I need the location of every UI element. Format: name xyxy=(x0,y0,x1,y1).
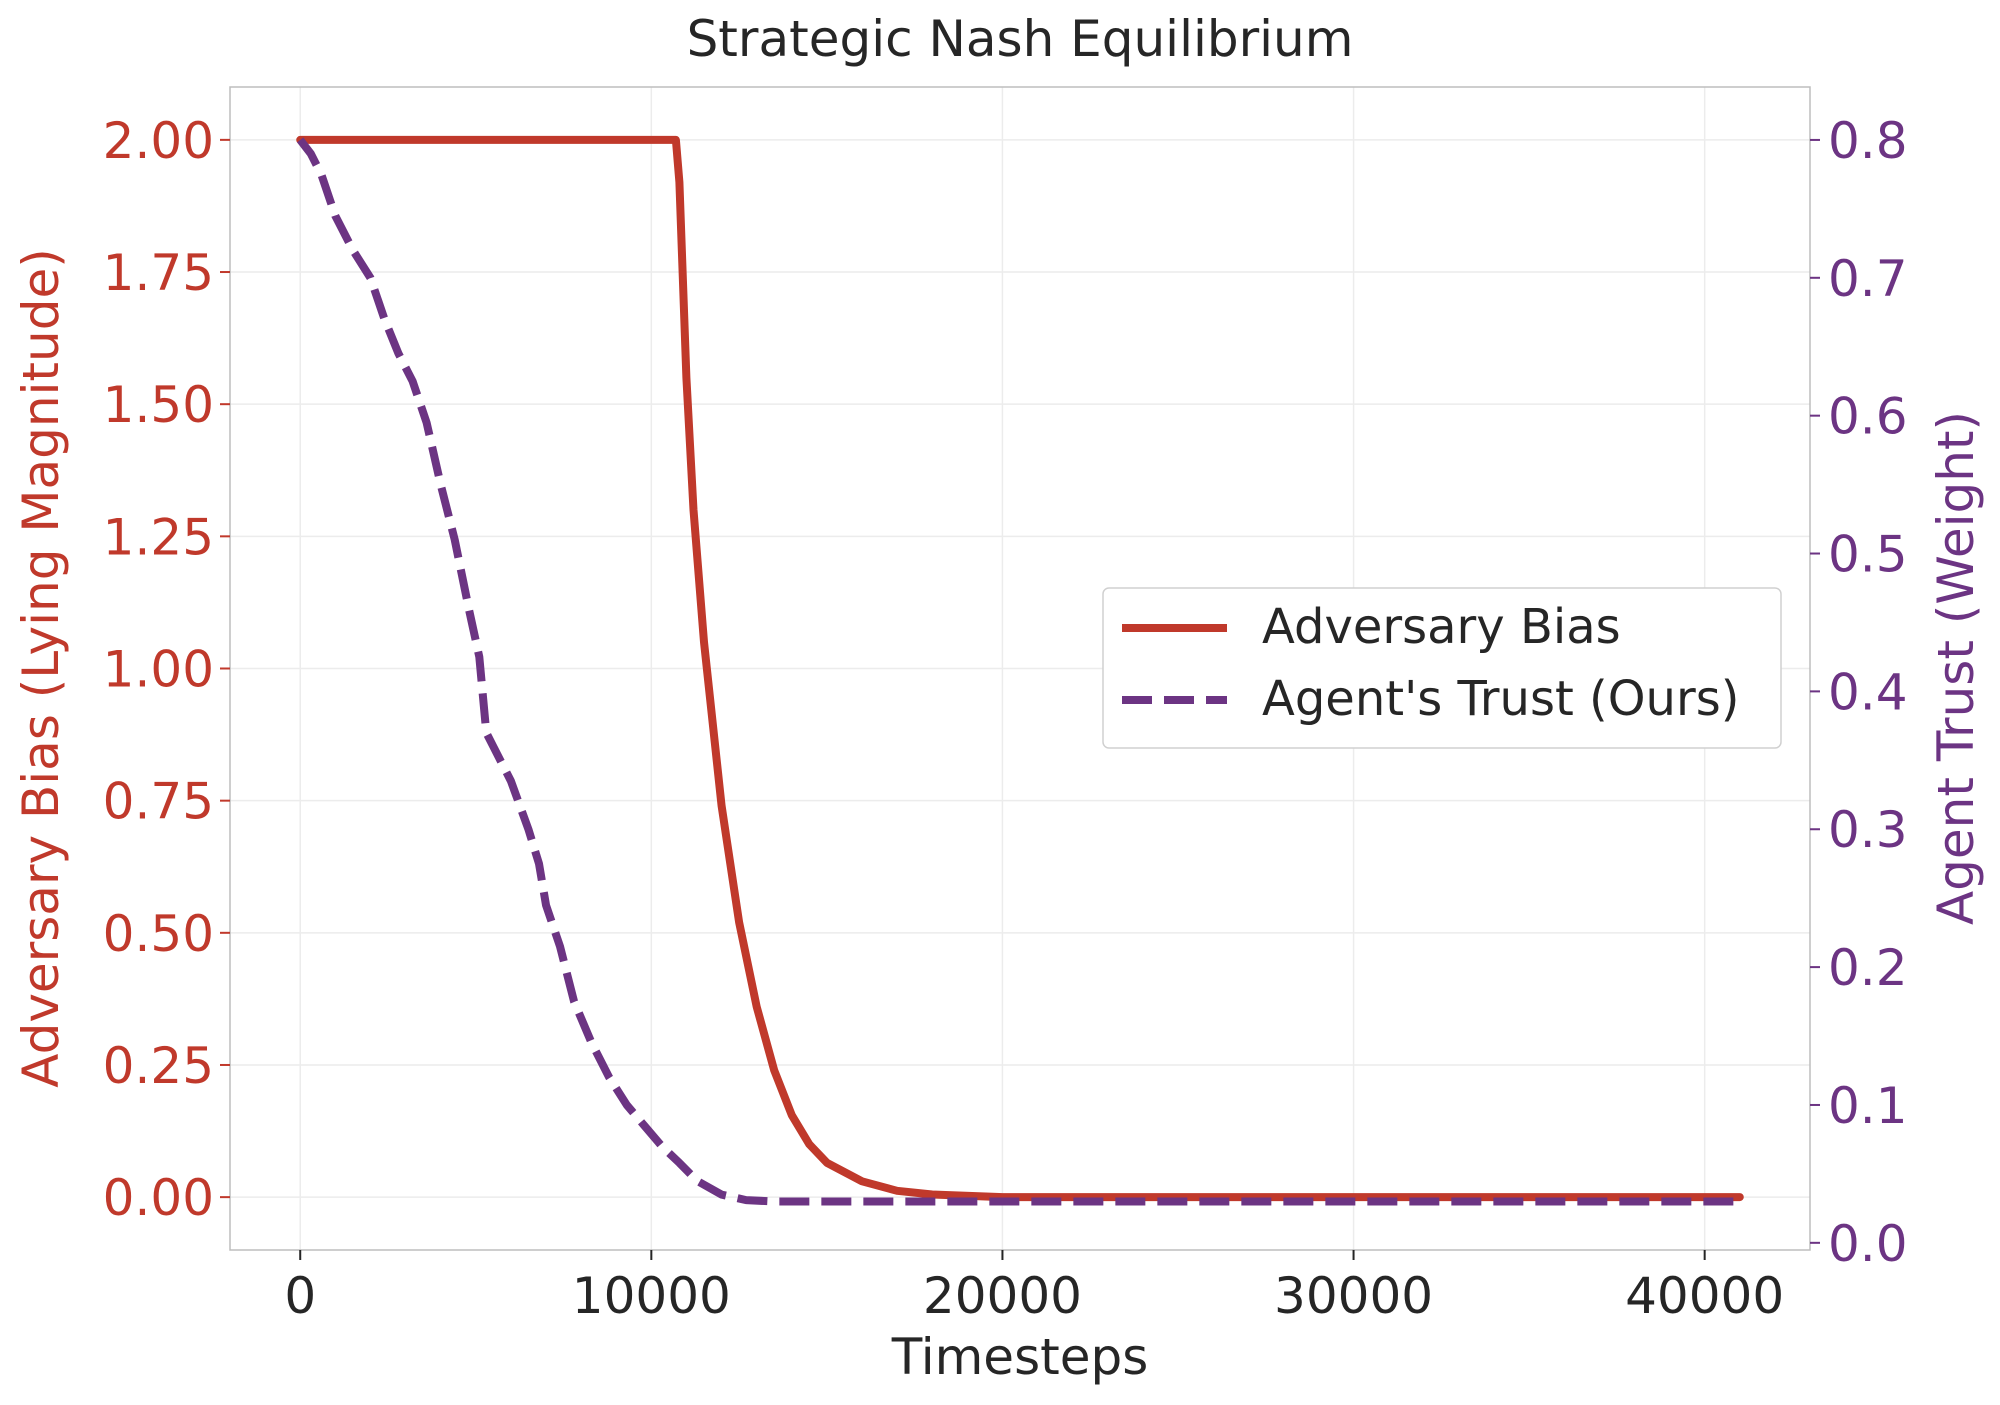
left-y-tick-label: 1.25 xyxy=(103,508,214,566)
legend-frame xyxy=(1102,587,1782,749)
right-y-axis-ticks: 0.0 0.1 0.2 0.3 0.4 0.5 0.6 0.7 0.8 xyxy=(1810,112,1908,1273)
x-tick-label: 40000 xyxy=(1625,1267,1784,1325)
series-line-adversary-bias xyxy=(296,135,1744,1202)
right-y-tick-label: 0.7 xyxy=(1828,250,1908,308)
legend: Adversary Bias Agent's Trust (Ours) xyxy=(1102,587,1782,749)
chart-title: Strategic Nash Equilibrium xyxy=(687,10,1354,68)
right-y-tick-label: 0.2 xyxy=(1828,939,1908,997)
left-y-axis-label: Adversary Bias (Lying Magnitude) xyxy=(12,248,70,1087)
x-tick-label: 10000 xyxy=(572,1267,731,1325)
left-y-tick-label: 2.00 xyxy=(103,112,214,170)
left-y-tick-label: 1.50 xyxy=(103,376,214,434)
left-y-tick-label: 1.00 xyxy=(103,641,214,699)
left-y-tick-label: 0.00 xyxy=(103,1169,214,1227)
x-axis-label: Timesteps xyxy=(891,1328,1149,1386)
right-y-tick-label: 0.6 xyxy=(1828,388,1908,446)
legend-label-agent-trust: Agent's Trust (Ours) xyxy=(1262,671,1739,727)
right-y-axis-label: Agent Trust (Weight) xyxy=(1927,411,1985,925)
legend-label-adversary-bias: Adversary Bias xyxy=(1262,599,1621,655)
right-y-tick-label: 0.8 xyxy=(1828,112,1908,170)
left-y-tick-label: 0.50 xyxy=(103,905,214,963)
right-y-tick-label: 0.0 xyxy=(1828,1215,1908,1273)
right-y-tick-label: 0.3 xyxy=(1828,801,1908,859)
left-y-axis-ticks: 0.00 0.25 0.50 0.75 1.00 1.25 1.50 1.75 2.00 xyxy=(103,112,230,1227)
series-line-agent-s-trust-ours xyxy=(297,137,1740,1206)
series-lines xyxy=(296,135,1744,1206)
right-y-tick-label: 0.5 xyxy=(1828,526,1908,584)
x-tick-label: 0 xyxy=(284,1267,316,1325)
left-y-tick-label: 0.75 xyxy=(103,773,214,831)
left-y-tick-label: 1.75 xyxy=(103,244,214,302)
right-y-tick-label: 0.1 xyxy=(1828,1077,1908,1135)
x-axis-ticks: 0 10000 20000 30000 40000 xyxy=(284,1250,1784,1325)
right-y-tick-label: 0.4 xyxy=(1828,663,1908,721)
x-tick-label: 20000 xyxy=(923,1267,1082,1325)
x-tick-label: 30000 xyxy=(1274,1267,1433,1325)
left-y-tick-label: 0.25 xyxy=(103,1037,214,1095)
